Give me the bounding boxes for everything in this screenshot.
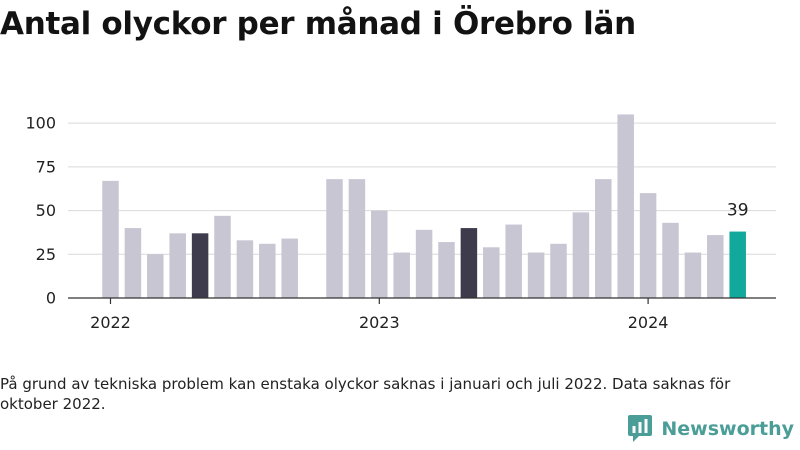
bar-2022-02 bbox=[124, 228, 142, 298]
bar-2022-08 bbox=[259, 243, 276, 298]
bar-2024-04 bbox=[707, 235, 724, 298]
y-tick-label: 100 bbox=[25, 114, 56, 133]
bar-2024-05 bbox=[729, 231, 746, 298]
bar-2022-11 bbox=[326, 179, 343, 298]
newsworthy-logo-icon bbox=[628, 415, 653, 442]
bar-2023-12 bbox=[617, 114, 634, 298]
labels: 39 bbox=[727, 201, 749, 221]
bar-2023-03 bbox=[415, 229, 433, 298]
bar-2023-04 bbox=[438, 242, 455, 298]
bar-2023-01 bbox=[371, 210, 388, 298]
bar-2022-12 bbox=[348, 179, 366, 298]
bar-2022-09 bbox=[281, 238, 298, 298]
gridlines bbox=[68, 122, 776, 255]
bar-2024-01 bbox=[639, 193, 657, 298]
y-tick-label: 50 bbox=[36, 201, 56, 220]
footnote: På grund av tekniska problem kan enstaka… bbox=[0, 375, 731, 413]
bar-2023-09 bbox=[550, 243, 567, 298]
bar-2024-02 bbox=[662, 222, 679, 298]
bar-2023-10 bbox=[572, 212, 590, 298]
x-tick-label: 2022 bbox=[90, 313, 131, 332]
brand-name: Newsworthy bbox=[661, 418, 794, 440]
data-label: 39 bbox=[727, 201, 749, 221]
bar-2022-04 bbox=[169, 233, 186, 298]
bar-2023-07 bbox=[505, 224, 522, 298]
bar-2022-05 bbox=[191, 233, 209, 298]
x-tick-label: 2024 bbox=[628, 313, 669, 332]
bar-chart: 0 25 50 75 100 2022 2023 2024 39 bbox=[25, 114, 776, 332]
axes: 0 25 50 75 100 2022 2023 2024 bbox=[25, 114, 776, 332]
bar-2023-02 bbox=[393, 252, 410, 298]
bar-2022-03 bbox=[147, 254, 164, 298]
y-tick-label: 75 bbox=[36, 157, 56, 176]
bar-2023-08 bbox=[527, 252, 545, 298]
bar-2023-06 bbox=[483, 247, 500, 298]
bar-2022-07 bbox=[236, 240, 254, 298]
bar-2023-05 bbox=[460, 228, 478, 298]
y-tick-label: 25 bbox=[36, 245, 56, 264]
x-tick-label: 2023 bbox=[359, 313, 400, 332]
bar-2022-06 bbox=[214, 215, 231, 298]
bar-2023-11 bbox=[595, 179, 612, 298]
bars bbox=[102, 114, 746, 298]
newsworthy-logo: Newsworthy bbox=[627, 414, 794, 444]
bar-2022-01 bbox=[102, 180, 119, 298]
bar-2024-03 bbox=[684, 252, 702, 298]
y-tick-label: 0 bbox=[46, 289, 56, 308]
chart-title: Antal olyckor per månad i Örebro län bbox=[0, 6, 636, 42]
